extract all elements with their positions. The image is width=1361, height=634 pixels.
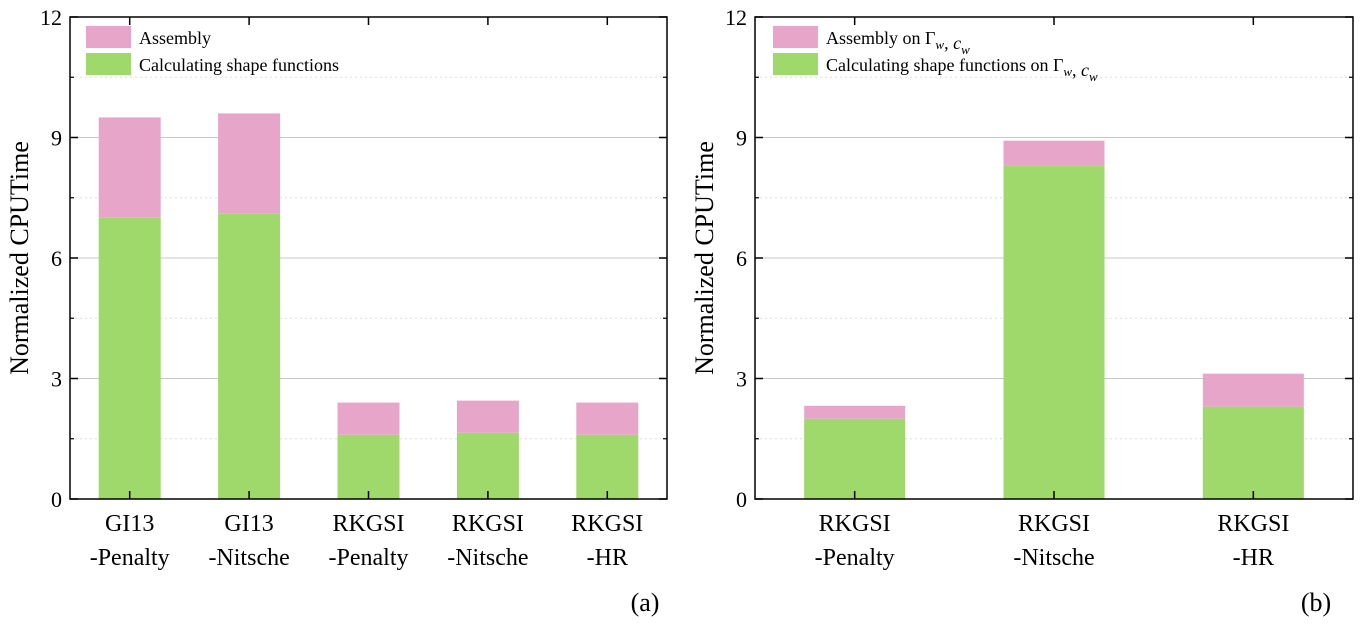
- y-tick-label: 12: [725, 5, 747, 30]
- x-category-label: RKGSI: [571, 511, 643, 537]
- y-tick-label: 6: [736, 246, 747, 271]
- legend-swatch: [773, 53, 818, 75]
- bar-assembly: [804, 405, 906, 419]
- bars: [804, 140, 1304, 499]
- legend-label-part: Assembly: [139, 28, 211, 48]
- bar-shape-functions: [576, 434, 639, 499]
- x-category-label: RKGSI: [1217, 511, 1289, 537]
- bars: [98, 113, 639, 500]
- legend-label-part: ,: [944, 33, 953, 53]
- legend-label-part: ,: [1072, 60, 1081, 80]
- legend-label-part: w: [935, 37, 944, 52]
- legend-label: Assembly on Γw, cw: [826, 28, 970, 57]
- legend-label-part: Γ: [1053, 55, 1063, 75]
- x-category-label: -Nitsche: [447, 545, 528, 571]
- bar-assembly: [576, 402, 639, 435]
- legend-label: Assembly: [139, 28, 211, 48]
- y-tick-label: 3: [736, 367, 747, 392]
- y-tick-label: 12: [40, 5, 62, 30]
- x-category-label: -Penalty: [815, 545, 895, 571]
- legend-label-part: w: [961, 42, 970, 57]
- legend-swatch: [86, 26, 131, 48]
- panel-b-chart: 0 3 6 9 12 RKGSI -Penalty RKGSI -Nitsche RKGSI -HR…: [690, 5, 1354, 617]
- y-tick-label: 3: [51, 367, 62, 392]
- x-category-label: -Nitsche: [1013, 545, 1094, 571]
- bar-shape-functions: [337, 434, 400, 499]
- y-tick-label: 0: [51, 487, 62, 512]
- bar-shape-functions: [804, 418, 906, 499]
- legend: Assembly Calculating shape functions: [86, 26, 339, 75]
- y-axis: 0 3 6 9 12: [725, 5, 1353, 512]
- legend-label-part: w: [1063, 64, 1072, 79]
- bar-assembly: [218, 113, 281, 214]
- x-category-label: -HR: [1233, 545, 1274, 571]
- bar-shape-functions: [218, 213, 281, 500]
- x-category-label: RKGSI: [452, 511, 524, 537]
- bar-assembly: [337, 402, 400, 435]
- y-axis-title: Normalized CPUTime: [5, 141, 34, 375]
- bar-shape-functions: [1003, 165, 1105, 499]
- legend-label-part: c: [1081, 60, 1089, 80]
- panel-label: (b): [1301, 588, 1331, 617]
- x-axis: GI13 -Penalty GI13 -Nitsche RKGSI -Penalty RKG…: [90, 17, 643, 571]
- legend-swatch: [86, 53, 131, 75]
- legend-label: Calculating shape functions: [139, 55, 339, 75]
- x-category-label: -Nitsche: [208, 545, 289, 571]
- bar-shape-functions: [98, 217, 161, 500]
- legend-label-part: c: [953, 33, 961, 53]
- bar-assembly: [456, 400, 519, 433]
- x-category-label: GI13: [224, 511, 273, 537]
- x-axis: RKGSI -Penalty RKGSI -Nitsche RKGSI -HR: [815, 17, 1289, 571]
- bar-assembly: [1202, 373, 1304, 407]
- grid: [70, 76, 667, 440]
- panel-a-chart: 0 3 6 9 12 GI13 -Penalty GI13 -Nitsche RKGSI -Pena…: [5, 5, 668, 617]
- x-category-label: RKGSI: [1018, 511, 1090, 537]
- legend-label-part: Assembly on: [826, 28, 925, 48]
- legend-label-part: Calculating shape functions: [139, 55, 339, 75]
- y-axis-title: Normalized CPUTime: [690, 141, 719, 375]
- legend-label-part: w: [1089, 69, 1098, 84]
- bar-shape-functions: [456, 432, 519, 499]
- y-tick-label: 9: [51, 126, 62, 151]
- legend-label-part: Γ: [925, 28, 935, 48]
- x-category-label: RKGSI: [819, 511, 891, 537]
- y-tick-label: 6: [51, 246, 62, 271]
- legend-swatch: [773, 26, 818, 48]
- legend-label: Calculating shape functions on Γw, cw: [826, 55, 1098, 84]
- y-axis: 0 3 6 9 12: [40, 5, 667, 512]
- bar-assembly: [98, 117, 161, 218]
- y-tick-label: 9: [736, 126, 747, 151]
- legend-label-part: Calculating shape functions on: [826, 55, 1053, 75]
- bar-assembly: [1003, 140, 1105, 166]
- x-category-label: -Penalty: [329, 545, 409, 571]
- panel-label: (a): [631, 588, 660, 617]
- x-category-label: GI13: [105, 511, 154, 537]
- x-category-label: -Penalty: [90, 545, 170, 571]
- x-category-label: RKGSI: [332, 511, 404, 537]
- x-category-label: -HR: [587, 545, 628, 571]
- y-tick-label: 0: [736, 487, 747, 512]
- bar-shape-functions: [1202, 406, 1304, 499]
